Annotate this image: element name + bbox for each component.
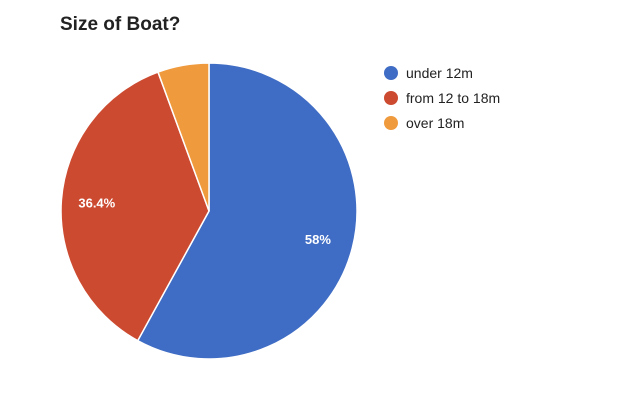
legend-item[interactable]: under 12m bbox=[384, 60, 500, 85]
pie-slice[interactable] bbox=[157, 62, 210, 212]
legend-swatch bbox=[384, 115, 398, 130]
legend-swatch bbox=[384, 65, 398, 80]
legend: under 12m from 12 to 18m over 18m bbox=[384, 60, 500, 135]
legend-label: under 12m bbox=[406, 64, 473, 81]
legend-label: over 18m bbox=[406, 114, 465, 131]
legend-item[interactable]: from 12 to 18m bbox=[384, 85, 500, 110]
slice-data-label: 36.4% bbox=[78, 196, 115, 211]
legend-label: from 12 to 18m bbox=[406, 89, 501, 106]
chart-title: Size of Boat? bbox=[60, 14, 181, 35]
legend-swatch bbox=[384, 90, 398, 105]
pie-slice[interactable] bbox=[136, 62, 358, 360]
legend-item[interactable]: over 18m bbox=[384, 110, 500, 135]
pie-slice[interactable] bbox=[60, 71, 210, 342]
slice-data-label: 58% bbox=[305, 232, 331, 247]
